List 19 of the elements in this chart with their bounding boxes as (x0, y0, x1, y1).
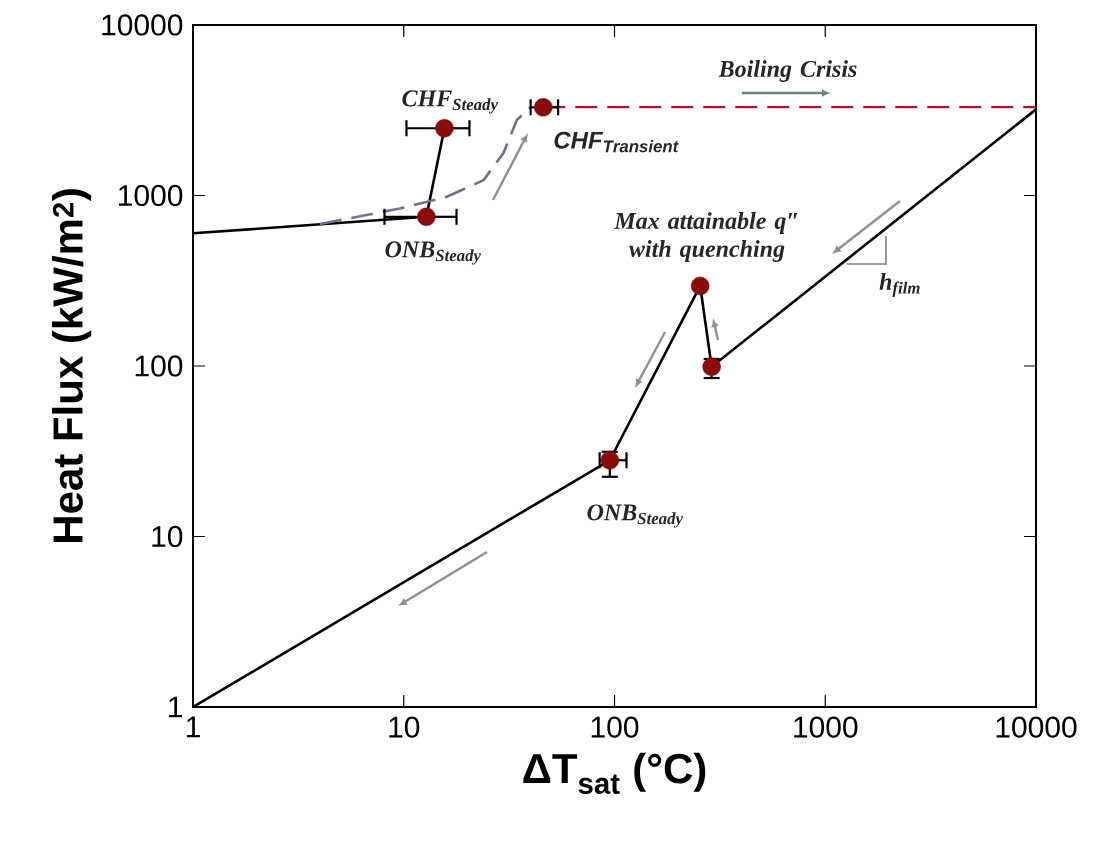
annotation: Max attainable q″ with quenching (614, 212, 798, 262)
annotation: Boiling Crisis (718, 60, 857, 82)
y-tick-label: 10000 (102, 14, 183, 36)
annotation: h$_{film}$ (879, 273, 920, 297)
y-tick-label: 10 (152, 525, 183, 548)
x-tick-label: 100 (591, 716, 639, 738)
annotation: $\boldsymbol{\mathit{CHF}_{\mathit{Transient}}}$ (554, 131, 679, 153)
y-tick-label: 1 (169, 696, 183, 718)
x-tick-label: 1000 (794, 716, 858, 738)
y-tick-label: 1000 (119, 184, 183, 207)
annotation: ONB$_{Steady}$ (587, 504, 683, 528)
x-tick-label: 10 (389, 716, 420, 738)
annotation: CHF$_{Steady}$ (402, 90, 498, 114)
x-axis-title: ΔT$_{sat}$ (°C) (523, 752, 706, 794)
y-tick-label: 100 (135, 355, 183, 377)
annotation: ONB$_{Steady}$ (385, 241, 481, 265)
x-tick-label: 10000 (996, 716, 1077, 738)
x-tick-label: 1 (186, 716, 200, 738)
y-axis-title: Heat Flux (kW/m$^{2}$) (52, 189, 92, 542)
